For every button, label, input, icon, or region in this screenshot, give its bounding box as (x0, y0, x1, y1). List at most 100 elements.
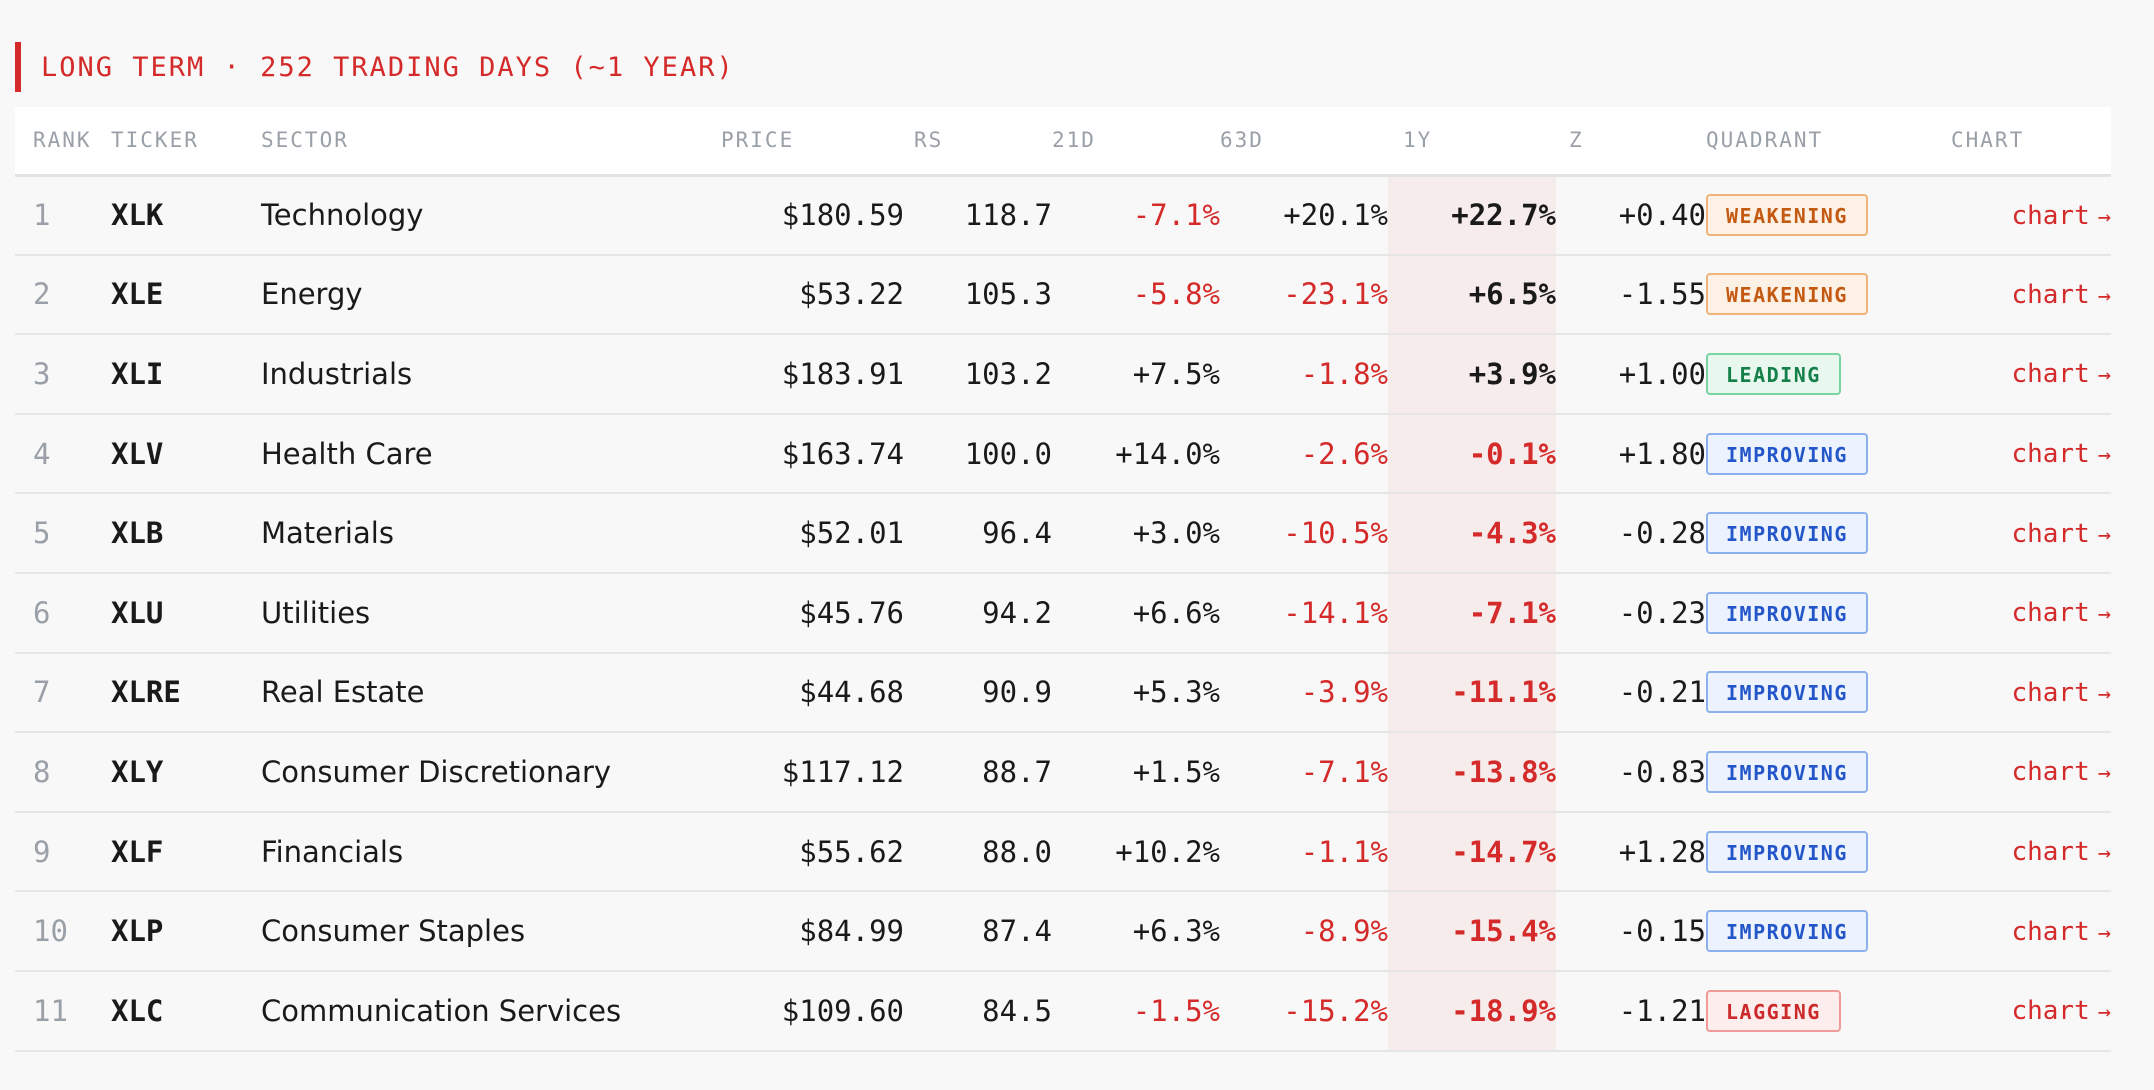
quadrant-badge: WEAKENING (1706, 273, 1868, 316)
col-header-63d[interactable]: 63D (1220, 128, 1264, 153)
return-21d-cell: +7.5% (1132, 356, 1220, 391)
zscore-cell: +0.40 (1618, 198, 1706, 233)
table-row[interactable]: 3 XLI Industrials $183.91 103.2 +7.5% -1.8% +3.… (15, 334, 2111, 414)
quadrant-badge: IMPROVING (1706, 671, 1868, 714)
return-1y-cell: -13.8% (1388, 732, 1556, 812)
chart-cell: chart → (1951, 334, 2111, 414)
price-cell: $117.12 (781, 754, 904, 789)
chart-cell: chart → (1951, 812, 2111, 892)
rank-cell: 2 (33, 277, 51, 312)
table-row[interactable]: 10 XLP Consumer Staples $84.99 87.4 +6.3% -8.9… (15, 891, 2111, 971)
return-63d-cell: +20.1% (1283, 198, 1388, 233)
return-63d-cell: -1.8% (1300, 356, 1388, 391)
table-row[interactable]: 11 XLC Communication Services $109.60 84.5 -1… (15, 970, 2111, 1051)
chart-link[interactable]: chart → (2011, 917, 2111, 947)
table-row[interactable]: 6 XLU Utilities $45.76 94.2 +6.6% -14.1% -7.1% -… (15, 572, 2111, 653)
sector-cell: Consumer Staples (261, 914, 526, 949)
chart-link[interactable]: chart → (2011, 359, 2111, 389)
section-title: LONG TERM · 252 TRADING DAYS (~1 YEAR) (15, 42, 735, 92)
table-row[interactable]: 5 XLB Materials $52.01 96.4 +3.0% -10.5% -4.3% -… (15, 493, 2111, 573)
price-cell: $180.59 (781, 198, 904, 233)
chart-link[interactable]: chart → (2011, 201, 2111, 231)
chart-cell: chart → (1951, 414, 2111, 494)
rs-cell: 88.0 (982, 834, 1052, 869)
chart-cell: chart → (1951, 891, 2111, 971)
chart-link-label: chart (2011, 996, 2090, 1027)
chart-cell: chart → (1951, 732, 2111, 812)
price-cell: $45.76 (799, 595, 904, 630)
sector-cell: Energy (261, 277, 363, 312)
price-cell: $44.68 (799, 675, 904, 710)
table-row[interactable]: 4 XLV Health Care $163.74 100.0 +14.0% -2.6% -0… (15, 413, 2111, 494)
quadrant-cell: IMPROVING (1706, 414, 1951, 494)
sector-cell: Utilities (261, 595, 371, 630)
rs-cell: 88.7 (982, 754, 1052, 789)
table-row[interactable]: 2 XLE Energy $53.22 105.3 -5.8% -23.1% +6.5% -1.… (15, 254, 2111, 335)
return-1y-cell: +3.9% (1388, 334, 1556, 414)
chart-link-label: chart (2011, 518, 2090, 549)
col-header-rs[interactable]: RS (914, 128, 944, 153)
sector-cell: Health Care (261, 436, 433, 471)
chart-link[interactable]: chart → (2011, 598, 2111, 628)
ticker-cell: XLRE (111, 675, 181, 710)
chart-cell: chart → (1951, 653, 2111, 733)
return-63d-cell: -23.1% (1283, 277, 1388, 312)
rs-cell: 84.5 (982, 993, 1052, 1028)
zscore-cell: -0.83 (1618, 754, 1706, 789)
col-header-price[interactable]: PRICE (721, 128, 795, 153)
quadrant-cell: LAGGING (1706, 971, 1951, 1051)
return-1y-cell: -0.1% (1388, 413, 1556, 494)
price-cell: $109.60 (781, 993, 904, 1028)
zscore-cell: +1.28 (1618, 834, 1706, 869)
ticker-cell: XLP (111, 914, 164, 949)
ticker-cell: XLV (111, 436, 164, 471)
rank-cell: 1 (33, 198, 51, 233)
col-header-21d[interactable]: 21D (1052, 128, 1096, 153)
return-1y-cell: -4.3% (1388, 493, 1556, 573)
return-21d-cell: +3.0% (1132, 516, 1220, 551)
rank-cell: 11 (33, 993, 68, 1028)
ticker-cell: XLY (111, 754, 164, 789)
chart-link-label: chart (2011, 359, 2090, 390)
chart-cell: chart → (1951, 573, 2111, 653)
table-row[interactable]: 1 XLK Technology $180.59 118.7 -7.1% +20.1% +22… (15, 175, 2111, 255)
chart-link[interactable]: chart → (2011, 996, 2111, 1026)
table-body: 1 XLK Technology $180.59 118.7 -7.1% +20.1% +22… (15, 175, 2111, 1051)
quadrant-badge: WEAKENING (1706, 194, 1868, 237)
col-header-sector[interactable]: SECTOR (261, 128, 349, 153)
rank-cell: 9 (33, 834, 51, 869)
ticker-cell: XLU (111, 595, 164, 630)
zscore-cell: +1.00 (1618, 356, 1706, 391)
chart-link[interactable]: chart → (2011, 519, 2111, 549)
sector-cell: Industrials (261, 356, 413, 391)
return-21d-cell: +1.5% (1132, 754, 1220, 789)
chart-link[interactable]: chart → (2011, 280, 2111, 310)
col-header-z[interactable]: Z (1569, 128, 1584, 153)
zscore-cell: -1.55 (1618, 277, 1706, 312)
chart-cell: chart → (1951, 971, 2111, 1051)
col-header-rank[interactable]: RANK (33, 128, 92, 153)
arrow-right-icon: → (2097, 841, 2111, 867)
chart-link[interactable]: chart → (2011, 757, 2111, 787)
quadrant-cell: LEADING (1706, 334, 1951, 414)
chart-link-label: chart (2011, 200, 2090, 231)
table-row[interactable]: 8 XLY Consumer Discretionary $117.12 88.7 +1.… (15, 732, 2111, 812)
table-row[interactable]: 7 XLRE Real Estate $44.68 90.9 +5.3% -3.9% -11.… (15, 652, 2111, 733)
return-21d-cell: +6.3% (1132, 914, 1220, 949)
arrow-right-icon: → (2097, 204, 2111, 230)
col-header-1y[interactable]: 1Y (1388, 107, 1556, 175)
quadrant-cell: IMPROVING (1706, 573, 1951, 653)
chart-link-label: chart (2011, 916, 2090, 947)
chart-link[interactable]: chart → (2011, 439, 2111, 469)
chart-link[interactable]: chart → (2011, 678, 2111, 708)
chart-link[interactable]: chart → (2011, 837, 2111, 867)
ticker-cell: XLI (111, 356, 164, 391)
return-1y-cell: -11.1% (1388, 652, 1556, 733)
table-row[interactable]: 9 XLF Financials $55.62 88.0 +10.2% -1.1% -14.7… (15, 811, 2111, 892)
ticker-cell: XLK (111, 198, 164, 233)
price-cell: $84.99 (799, 914, 904, 949)
return-21d-cell: +5.3% (1132, 675, 1220, 710)
col-header-quadrant[interactable]: QUADRANT (1706, 128, 1824, 153)
col-header-ticker[interactable]: TICKER (111, 128, 199, 153)
quadrant-badge: IMPROVING (1706, 830, 1868, 873)
